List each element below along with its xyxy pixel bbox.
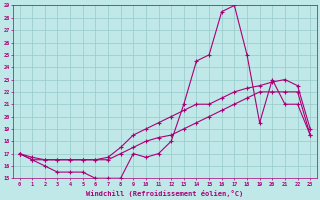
X-axis label: Windchill (Refroidissement éolien,°C): Windchill (Refroidissement éolien,°C)	[86, 190, 244, 197]
